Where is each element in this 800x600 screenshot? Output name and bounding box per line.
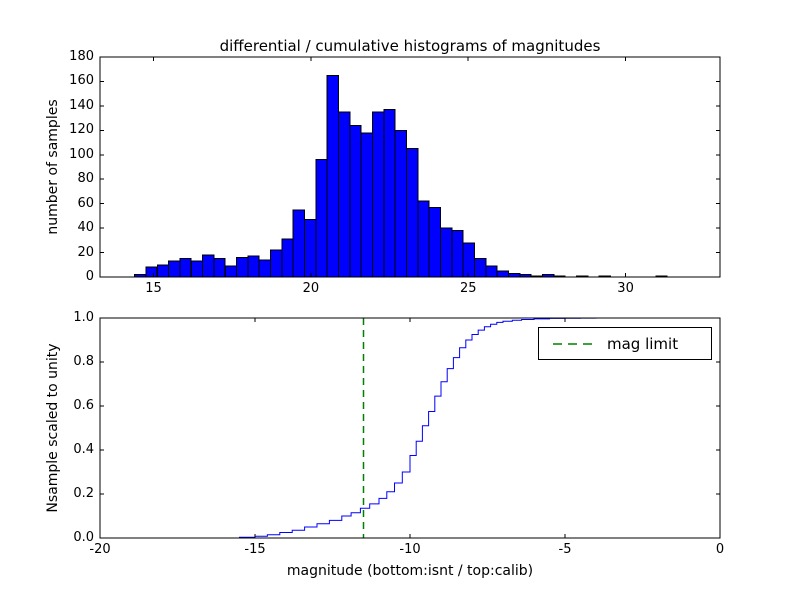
top-y-tick-label: 80 <box>77 171 94 187</box>
bottom-x-tick-label: -15 <box>244 542 266 557</box>
bottom-x-tick-label: -10 <box>399 542 421 557</box>
histogram-bar <box>281 238 294 278</box>
histogram-bar <box>485 265 498 278</box>
top-x-tick-label: 30 <box>617 281 634 296</box>
histogram-bar <box>190 260 204 278</box>
bottom-y-tick-label: 0.0 <box>73 530 94 545</box>
bottom-y-tick-label: 0.4 <box>73 442 94 457</box>
histogram-bar <box>213 258 226 278</box>
bottom-y-tick-label: 0.8 <box>73 354 94 369</box>
histogram-bar <box>462 242 476 278</box>
top-y-tick-label: 0 <box>85 269 94 284</box>
cumulative-step-line <box>224 317 658 539</box>
histogram-bar <box>145 266 158 278</box>
histogram-bar <box>417 200 430 278</box>
histogram-bar <box>270 249 283 278</box>
histogram-bar <box>304 219 317 278</box>
histogram-bar <box>406 148 419 278</box>
top-y-tick-label: 140 <box>69 97 94 113</box>
histogram-bar <box>383 109 396 278</box>
top-y-axis-label: number of samples <box>45 99 61 235</box>
histogram-bar <box>508 272 521 278</box>
bottom-y-tick-label: 0.2 <box>73 486 94 501</box>
top-x-tick-label: 25 <box>459 281 477 296</box>
histogram-bar <box>202 254 215 278</box>
top-y-tick-label: 160 <box>69 73 94 89</box>
bottom-y-axis-label: Nsample scaled to unity <box>45 343 61 513</box>
axes-frame <box>99 56 721 278</box>
top-y-tick-label: 180 <box>69 49 94 64</box>
histogram-bar <box>428 206 442 278</box>
histogram-bar <box>372 111 385 278</box>
histogram-bar <box>258 259 272 278</box>
histogram-bar <box>474 258 487 278</box>
histogram-bar <box>338 111 351 278</box>
histogram-bar <box>315 159 328 278</box>
top-y-tick-label: 100 <box>69 146 94 162</box>
top-y-tick-label: 20 <box>77 244 94 260</box>
histogram-bar <box>247 255 260 278</box>
histogram-bar <box>360 132 374 278</box>
histogram-bar <box>496 270 510 278</box>
histogram-bar <box>156 264 170 278</box>
legend-label: mag limit <box>607 334 679 353</box>
histogram-bar <box>349 124 362 278</box>
legend: mag limit <box>538 327 712 360</box>
histogram-bar <box>168 260 181 278</box>
bottom-x-tick-label: -20 <box>89 542 111 557</box>
top-x-tick-label: 15 <box>145 281 162 296</box>
histogram-bar <box>224 265 238 278</box>
top-x-tick-label: 20 <box>302 281 320 296</box>
x-axis-label: magnitude (bottom:isnt / top:calib) <box>286 563 534 579</box>
bottom-y-tick-label: 1.0 <box>73 310 94 325</box>
histogram-bar <box>236 256 249 278</box>
chart-title: differential / cumulative histograms of … <box>219 37 601 55</box>
histogram-bar <box>451 230 464 278</box>
histogram-bar <box>326 74 340 278</box>
histogram-bar <box>394 129 408 278</box>
histogram-bar <box>179 258 192 278</box>
histogram-bar <box>292 209 306 278</box>
top-y-tick-label: 120 <box>69 122 94 138</box>
top-y-tick-label: 60 <box>77 195 94 211</box>
bottom-x-tick-label: -5 <box>558 542 572 557</box>
top-y-tick-label: 40 <box>77 220 94 236</box>
bottom-y-tick-label: 0.6 <box>73 398 94 413</box>
histogram-bar <box>440 227 453 278</box>
dashed-line-icon <box>553 342 593 345</box>
bottom-x-tick-label: 0 <box>715 542 725 557</box>
